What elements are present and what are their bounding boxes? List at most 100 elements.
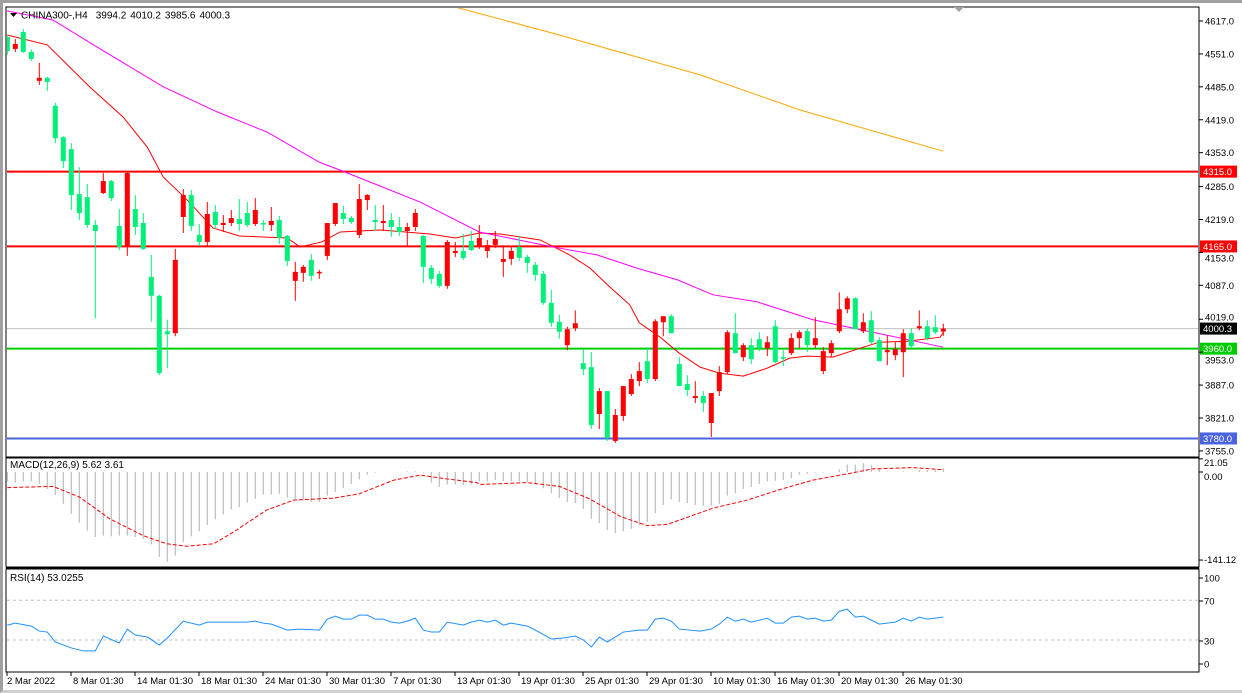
candle-body (836, 309, 842, 332)
candle-body (228, 218, 234, 223)
moving-average-line (7, 34, 944, 377)
candle-body (364, 195, 370, 201)
price-axis-label: 4353.0 (1205, 148, 1234, 159)
candle-body (180, 195, 186, 218)
candle (44, 76, 50, 91)
candle-body (308, 259, 314, 276)
candle (732, 313, 738, 354)
candle-body (324, 222, 330, 256)
candle-body (60, 137, 66, 162)
candle (420, 234, 426, 283)
candle (148, 254, 154, 322)
candle-body (556, 321, 562, 332)
candle-body (68, 149, 74, 196)
macd-axis-label: 21.05 (1204, 458, 1228, 469)
candle-body (7, 36, 10, 51)
candle-body (828, 343, 834, 354)
candle (164, 319, 170, 369)
time-axis-label: 8 Mar 01:30 (73, 676, 124, 687)
candle-body (668, 316, 674, 334)
candle (788, 333, 794, 356)
candle-body (532, 264, 538, 275)
candle-body (28, 51, 34, 59)
candle-body (636, 371, 642, 382)
macd-axis-label: -141.12 (1204, 555, 1236, 566)
candle (796, 330, 802, 349)
candle-body (788, 338, 794, 354)
candle-body (436, 273, 442, 286)
candle (636, 362, 642, 387)
candle-body (708, 393, 714, 423)
candle-body (572, 323, 578, 329)
candle (724, 330, 730, 375)
candle-body (452, 250, 458, 253)
candle (284, 234, 290, 266)
candle-body (332, 203, 338, 224)
candle-body (564, 329, 570, 346)
candle-body (796, 332, 802, 339)
candle-body (516, 246, 522, 258)
candle (892, 342, 898, 361)
candle (780, 350, 786, 367)
candle-body (204, 214, 210, 242)
candle-body (820, 351, 826, 372)
candle-body (380, 221, 386, 223)
macd-panel[interactable] (5, 457, 1200, 568)
candle-body (924, 326, 930, 339)
candle (676, 357, 682, 387)
price-axis-label: 4019.0 (1205, 313, 1234, 324)
candle-body (100, 181, 106, 194)
candle-body (748, 345, 754, 360)
time-axis-label: 16 May 01:30 (777, 676, 835, 687)
candle (564, 326, 570, 351)
candle (316, 269, 322, 279)
candle (508, 246, 514, 265)
candle (524, 254, 530, 273)
candle (620, 386, 626, 421)
candle (100, 173, 106, 195)
candle-body (356, 199, 362, 235)
candle (580, 349, 586, 376)
candle-body (156, 295, 162, 374)
candle (244, 202, 250, 227)
candle-body (652, 321, 658, 380)
candle-body (604, 391, 610, 438)
candle-body (276, 220, 282, 238)
candle-body (876, 340, 882, 362)
candle-body (108, 181, 114, 199)
candle (380, 205, 386, 231)
time-axis-label: 2 Mar 2022 (7, 676, 55, 687)
candle (644, 347, 650, 384)
price-axis-label: 4087.0 (1205, 281, 1234, 292)
candle (116, 209, 122, 250)
candle-body (316, 271, 322, 274)
candle (492, 230, 498, 248)
candle (588, 352, 594, 429)
candle-body (900, 333, 906, 353)
candle-body (684, 384, 690, 391)
candle (188, 190, 194, 231)
candle (260, 220, 266, 231)
candle (124, 171, 130, 256)
candle (740, 343, 746, 362)
time-axis-label: 30 Mar 01:30 (329, 676, 385, 687)
chart-shift-marker-icon[interactable] (954, 7, 964, 12)
candle-body (844, 298, 850, 310)
rsi-panel[interactable] (5, 568, 1200, 673)
candle (292, 261, 298, 301)
triangle-down-icon[interactable] (10, 13, 17, 17)
candle-body (300, 266, 306, 273)
candle (396, 217, 402, 236)
time-axis-label: 10 May 01:30 (713, 676, 771, 687)
price-axis-label: 4219.0 (1205, 215, 1234, 226)
rsi-plot (7, 599, 1198, 652)
level-price-tag (1200, 240, 1237, 253)
main-price-panel[interactable] (5, 6, 1200, 458)
candle (452, 241, 458, 257)
candle (76, 167, 82, 221)
candle (92, 220, 98, 319)
candle (468, 230, 474, 251)
candle (172, 248, 178, 337)
